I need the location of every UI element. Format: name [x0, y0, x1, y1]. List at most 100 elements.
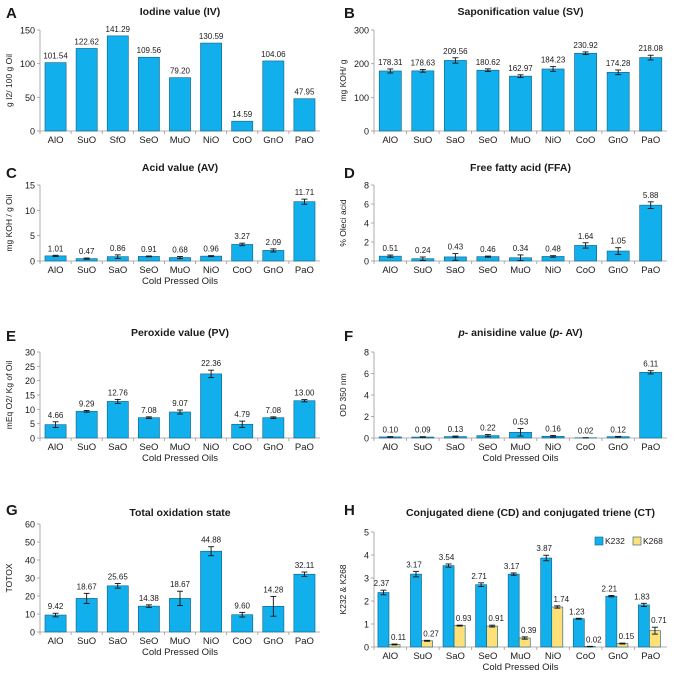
x-tick-label: SeO	[478, 651, 497, 662]
y-tick-label: 150	[20, 26, 35, 36]
y-axis-label: TOTOX	[4, 563, 14, 592]
y-tick-label: 2	[364, 238, 369, 248]
y-tick-label: 40	[25, 556, 35, 566]
x-tick-label: SuO	[77, 636, 96, 647]
bar	[75, 48, 98, 132]
x-tick-label: CoO	[576, 265, 596, 276]
data-label: 5.88	[643, 191, 659, 200]
bar	[138, 417, 160, 439]
data-label: 0.34	[513, 244, 529, 253]
data-label: 0.02	[586, 635, 602, 644]
y-tick-label: 0	[30, 257, 35, 267]
bar	[606, 72, 630, 132]
chart-title: Conjugated diene (CD) and conjugated tri…	[406, 507, 655, 519]
y-tick-label: 100	[20, 59, 35, 69]
x-axis-label: Cold Pressed Oils	[482, 662, 558, 673]
data-label: 0.09	[415, 426, 431, 435]
x-tick-label: SuO	[77, 442, 96, 453]
chart-title: Acid value (AV)	[142, 162, 218, 174]
data-label: 14.38	[139, 594, 160, 603]
bar	[106, 35, 129, 132]
bar	[231, 244, 254, 262]
data-label: 0.48	[545, 245, 561, 254]
x-axis-label: Cold Pressed Oils	[142, 276, 218, 287]
x-tick-label: AlO	[382, 265, 398, 276]
bar	[138, 605, 160, 633]
x-tick-label: PaO	[641, 442, 660, 453]
x-tick-label: SaO	[108, 265, 127, 276]
chart-title: Iodine value (IV)	[140, 6, 221, 18]
bar	[44, 614, 67, 633]
y-tick-label: 4	[364, 219, 369, 229]
data-label: 1.05	[610, 237, 626, 246]
bar	[262, 60, 285, 132]
x-tick-label: PaO	[295, 442, 314, 453]
x-tick-label: SeO	[478, 265, 497, 276]
x-tick-label: CoO	[232, 135, 252, 146]
data-label: 14.28	[263, 585, 284, 594]
x-tick-label: CoO	[232, 265, 252, 276]
data-label: 178.31	[378, 58, 403, 67]
y-axis-label: g I2/ 100 g Oil	[4, 54, 14, 107]
data-label: 9.29	[79, 400, 95, 409]
y-tick-label: 5	[364, 528, 369, 538]
bar	[410, 573, 422, 648]
data-label: 47.95	[294, 88, 315, 97]
bar	[106, 585, 129, 633]
y-tick-label: 3	[364, 574, 369, 584]
x-tick-label: PaO	[295, 265, 314, 276]
y-tick-label: 0	[30, 628, 35, 638]
y-axis-label: K232 & K268	[338, 564, 348, 614]
data-label: 0.13	[448, 425, 464, 434]
x-tick-label: MuO	[170, 265, 191, 276]
x-tick-label: GnO	[608, 651, 628, 662]
data-label: 25.65	[108, 572, 129, 581]
data-label: 44.88	[201, 536, 222, 545]
y-tick-label: 6	[364, 200, 369, 210]
data-label: 6.11	[643, 360, 659, 369]
x-tick-label: GnO	[263, 636, 283, 647]
x-tick-label: MuO	[510, 651, 531, 662]
x-tick-label: SuO	[77, 265, 96, 276]
bar	[411, 70, 435, 132]
x-tick-label: SaO	[446, 651, 465, 662]
y-tick-label: 30	[25, 348, 35, 358]
bar	[551, 606, 564, 648]
data-label: 0.86	[110, 244, 126, 253]
bar	[639, 372, 663, 439]
data-label: 1.74	[553, 595, 569, 604]
x-tick-label: MuO	[170, 442, 191, 453]
x-tick-label: PaO	[641, 135, 660, 146]
bar	[378, 70, 402, 132]
panel-letter: G	[6, 502, 18, 519]
data-label: 0.47	[79, 247, 95, 256]
panel-letter: A	[6, 5, 17, 22]
bar	[442, 565, 455, 648]
data-label: 1.83	[634, 592, 650, 601]
data-label: 2.21	[602, 584, 618, 593]
x-tick-label: AlO	[48, 135, 64, 146]
x-tick-label: SuO	[413, 265, 432, 276]
data-label: 1.23	[569, 607, 585, 616]
x-tick-label: SeO	[478, 135, 497, 146]
y-tick-label: 8	[364, 181, 369, 191]
y-axis-label: mg KOH / g Oil	[4, 194, 14, 251]
data-label: 180.62	[476, 58, 501, 67]
x-tick-label: SeO	[139, 265, 158, 276]
x-tick-label: CoO	[576, 135, 596, 146]
panel-g: G Total oxidation state 0 10 20 30 40 50 60 TOTOX…	[4, 502, 320, 658]
x-tick-label: SaO	[108, 442, 127, 453]
y-tick-label: 1	[364, 620, 369, 630]
x-axis-label: Cold Pressed Oils	[142, 647, 218, 658]
x-tick-label: SuO	[77, 135, 96, 146]
data-label: 162.97	[508, 64, 533, 73]
bar	[169, 77, 191, 132]
x-tick-label: NiO	[203, 636, 219, 647]
data-label: 230.92	[573, 41, 598, 50]
bar	[44, 62, 67, 132]
data-label: 0.22	[480, 424, 496, 433]
data-label: 9.42	[48, 602, 64, 611]
data-label: 209.56	[443, 47, 468, 56]
data-label: 79.20	[170, 67, 191, 76]
y-axis-label: mEq O2/ Kg of Oil	[4, 361, 14, 430]
